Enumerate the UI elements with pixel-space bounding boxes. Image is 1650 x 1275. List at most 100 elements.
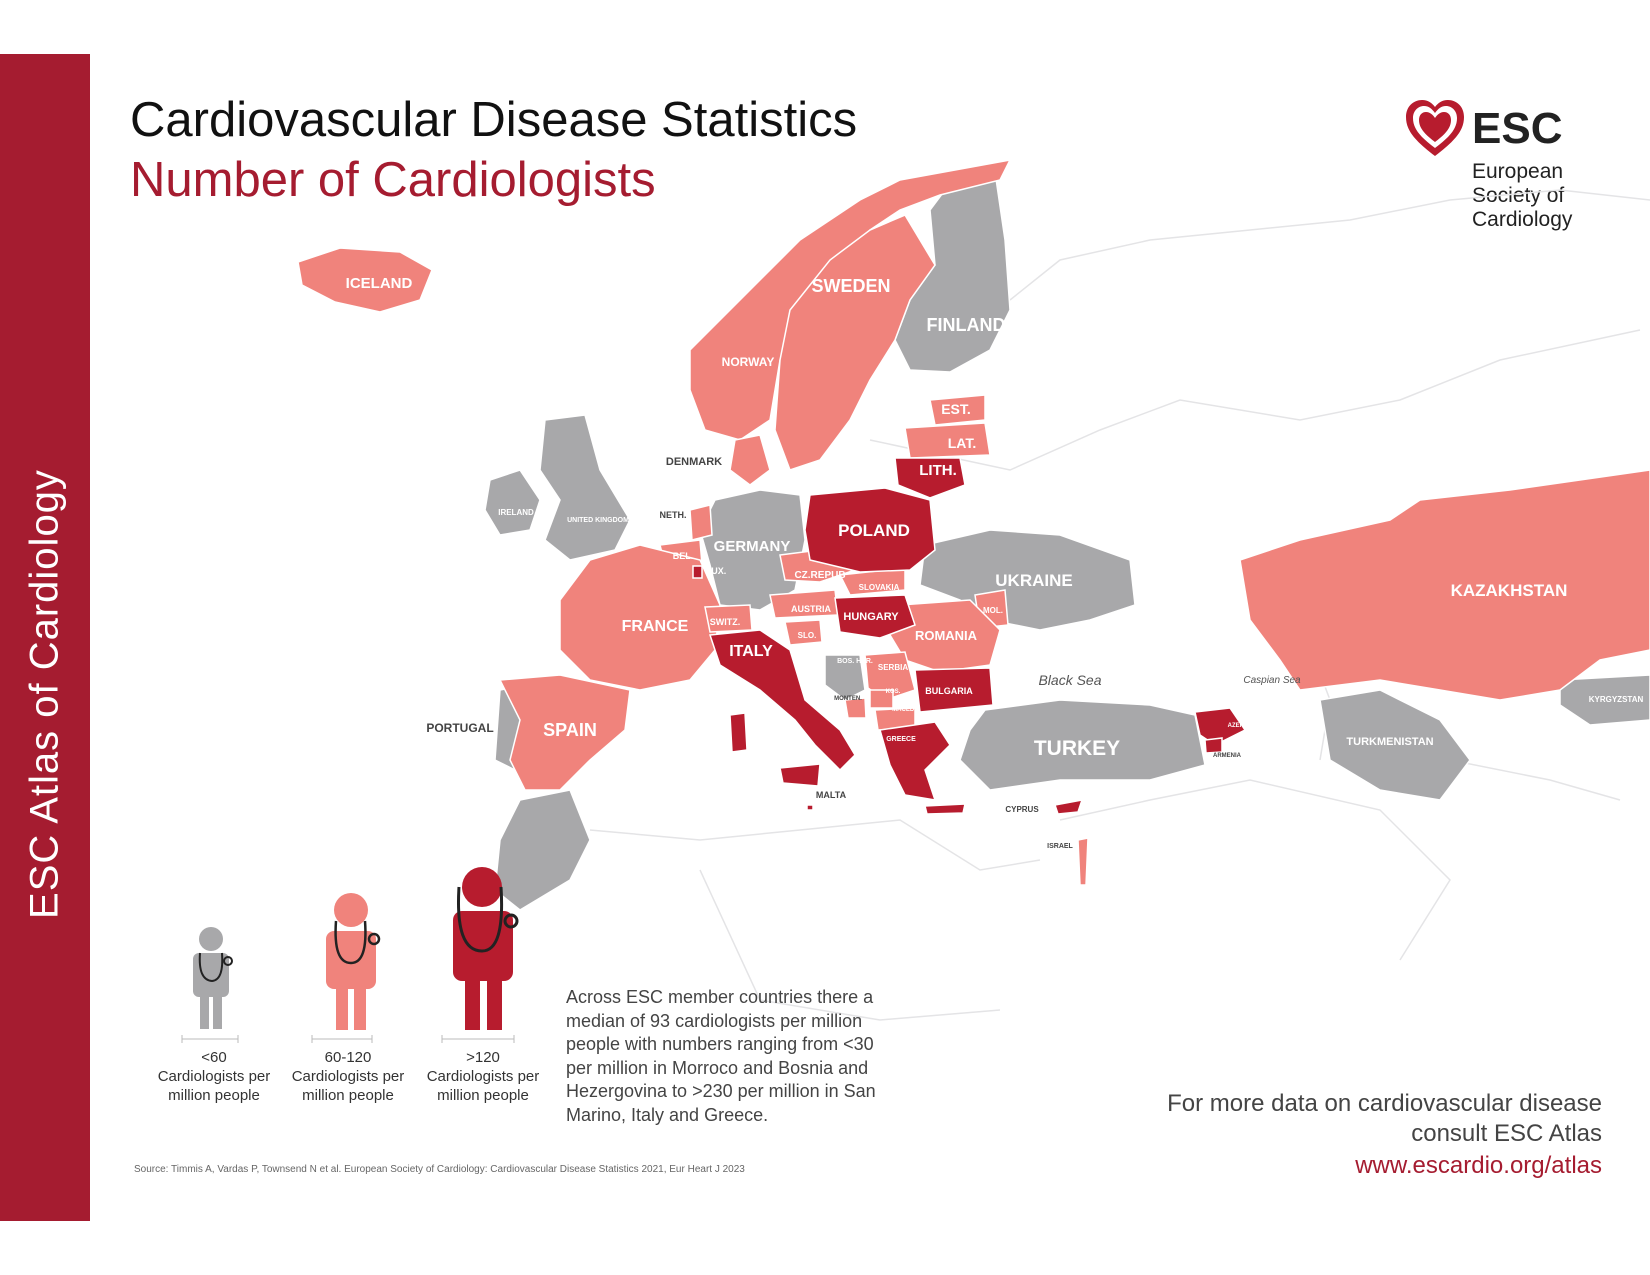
country-turkey bbox=[959, 699, 1206, 791]
label-mol: MOL. bbox=[983, 606, 1003, 615]
legend-item-low: <60 Cardiologists per million people bbox=[154, 1048, 274, 1105]
label-malta: MALTA bbox=[816, 790, 847, 800]
logo-organisation-name: European Society of Cardiology bbox=[1472, 160, 1573, 231]
country-turkmenistan bbox=[1319, 689, 1471, 801]
country-malta bbox=[806, 804, 814, 811]
country-sardinia bbox=[729, 712, 748, 753]
logo-acronym: ESC bbox=[1472, 104, 1563, 153]
label-monten: MONTEN. bbox=[834, 696, 862, 702]
source-citation: Source: Timmis A, Vardas P, Townsend N e… bbox=[134, 1164, 745, 1175]
label-finland: FINLAND bbox=[927, 315, 1006, 335]
doctor-mid-icon bbox=[326, 893, 381, 1030]
label-armenia: ARMENIA bbox=[1213, 753, 1242, 759]
label-turkey: TURKEY bbox=[1034, 737, 1120, 760]
country-norway bbox=[689, 158, 1012, 441]
doctor-high-icon bbox=[453, 867, 519, 1030]
label-united-kingdom: UNITED KINGDOM bbox=[567, 517, 629, 524]
country-united-kingdom bbox=[539, 414, 631, 561]
label-romania: ROMANIA bbox=[915, 628, 978, 643]
country-serbia bbox=[864, 651, 916, 701]
label-slovakia: SLOVAKIA bbox=[859, 583, 900, 592]
label-italy: ITALY bbox=[729, 643, 773, 660]
country-greece bbox=[879, 721, 951, 801]
sidebar-title: ESC Atlas of Cardiology bbox=[22, 469, 67, 919]
label-ukraine: UKRAINE bbox=[995, 571, 1072, 590]
country-slo bbox=[784, 619, 823, 646]
country-bos-her bbox=[824, 654, 866, 701]
country-kyrgyzstan bbox=[1559, 674, 1650, 726]
country-kos bbox=[869, 689, 894, 709]
label-serbia: SERBIA bbox=[878, 663, 908, 672]
label-hungary: HUNGARY bbox=[843, 611, 899, 623]
label-black-sea: Black Sea bbox=[1038, 672, 1101, 688]
label-est: EST. bbox=[941, 401, 971, 417]
country-crete bbox=[924, 803, 966, 815]
country-sicily bbox=[779, 763, 821, 787]
label-kyrgyzstan: KYRGYZSTAN bbox=[1589, 695, 1644, 704]
country-spain bbox=[498, 674, 631, 791]
countries-mid bbox=[297, 158, 1650, 886]
europe-map: ICELAND NORWAY SWEDEN FINLAND DENMARK ES… bbox=[297, 158, 1650, 1021]
country-cyprus bbox=[1054, 799, 1084, 815]
label-spain: SPAIN bbox=[543, 720, 597, 740]
label-maced: MACED. bbox=[892, 707, 916, 713]
legend-range-low: <60 bbox=[201, 1049, 227, 1066]
label-lux: LUX. bbox=[706, 566, 727, 576]
label-turkmenistan: TURKMENISTAN bbox=[1346, 736, 1433, 748]
more-data-line1: For more data on cardiovascular disease bbox=[1167, 1090, 1602, 1117]
countries-high bbox=[692, 457, 1247, 815]
label-denmark: DENMARK bbox=[666, 456, 722, 468]
page-subtitle: Number of Cardiologists bbox=[130, 153, 656, 207]
country-monten bbox=[844, 697, 867, 719]
label-kazakhstan: KAZAKHSTAN bbox=[1451, 581, 1568, 600]
label-bulgaria: BULGARIA bbox=[925, 686, 973, 696]
label-france: FRANCE bbox=[622, 618, 689, 635]
country-bulgaria bbox=[914, 667, 994, 713]
summary-note: Across ESC member countries there a medi… bbox=[566, 987, 876, 1125]
country-lith bbox=[894, 457, 966, 499]
label-sweden: SWEDEN bbox=[811, 276, 890, 296]
label-austria: AUSTRIA bbox=[791, 604, 831, 614]
label-israel: ISRAEL bbox=[1047, 843, 1073, 850]
legend-range-mid: 60-120 bbox=[324, 1049, 372, 1066]
label-lat: LAT. bbox=[948, 435, 977, 451]
doctor-low-icon bbox=[193, 927, 233, 1029]
label-portugal: PORTUGAL bbox=[426, 721, 493, 735]
legend-text-low: Cardiologists per million people bbox=[157, 1068, 271, 1104]
heart-logo-icon bbox=[1406, 100, 1464, 156]
label-kos: KOS. bbox=[886, 689, 901, 695]
label-cyprus: CYPRUS bbox=[1005, 805, 1039, 814]
country-switz bbox=[704, 604, 753, 633]
country-israel bbox=[1077, 837, 1089, 886]
label-germany: GERMANY bbox=[714, 538, 791, 555]
sidebar-band: ESC Atlas of Cardiology bbox=[0, 54, 90, 1221]
legend-item-high: >120 Cardiologists per million people bbox=[423, 1048, 543, 1105]
more-data-line2: consult ESC Atlas bbox=[1411, 1120, 1602, 1147]
country-sweden bbox=[774, 214, 936, 471]
country-azerbaijan bbox=[1194, 707, 1247, 746]
label-switz: SWITZ. bbox=[710, 617, 741, 627]
label-caspian-sea: Caspian Sea bbox=[1243, 675, 1301, 686]
atlas-link[interactable]: www.escardio.org/atlas bbox=[1355, 1152, 1602, 1179]
label-norway: NORWAY bbox=[722, 355, 775, 369]
label-cz-repub: CZ.REPUB bbox=[794, 570, 845, 581]
country-kazakhstan bbox=[1239, 469, 1650, 701]
country-armenia bbox=[1204, 737, 1223, 754]
label-neth: NETH. bbox=[660, 510, 687, 520]
country-ireland bbox=[484, 469, 541, 536]
country-lux bbox=[692, 565, 703, 579]
legend-text-mid: Cardiologists per million people bbox=[291, 1068, 405, 1104]
map-labels: ICELAND NORWAY SWEDEN FINLAND DENMARK ES… bbox=[346, 275, 1644, 850]
esc-logo: ESC European Society of Cardiology bbox=[1404, 98, 1624, 231]
country-lat bbox=[904, 422, 991, 459]
legend-range-high: >120 bbox=[466, 1049, 500, 1066]
country-neth bbox=[689, 504, 713, 541]
label-azerbaijan: AZERBAIJAN bbox=[1228, 723, 1267, 729]
country-north-africa bbox=[494, 789, 591, 911]
label-lith: LITH. bbox=[919, 462, 957, 479]
label-bel: BEL. bbox=[673, 551, 694, 561]
legend-text-high: Cardiologists per million people bbox=[426, 1068, 540, 1104]
label-iceland: ICELAND bbox=[346, 275, 413, 292]
label-bos-her: BOS. HER. bbox=[837, 658, 873, 665]
page-title: Cardiovascular Disease Statistics bbox=[130, 93, 858, 147]
